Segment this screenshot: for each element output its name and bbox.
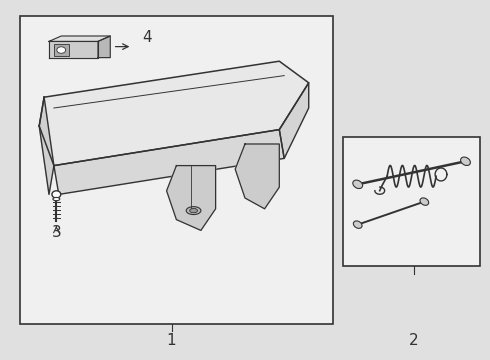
Ellipse shape <box>186 207 201 215</box>
Polygon shape <box>167 166 216 230</box>
Polygon shape <box>98 36 110 58</box>
Ellipse shape <box>353 180 363 189</box>
Ellipse shape <box>52 191 61 198</box>
Polygon shape <box>49 36 110 41</box>
Ellipse shape <box>461 157 470 166</box>
Polygon shape <box>54 130 284 194</box>
Ellipse shape <box>53 197 60 201</box>
Polygon shape <box>235 144 279 209</box>
Text: 3: 3 <box>51 225 61 240</box>
Polygon shape <box>39 97 54 194</box>
Text: 4: 4 <box>142 30 152 45</box>
Ellipse shape <box>420 198 429 205</box>
Bar <box>20 16 333 324</box>
Ellipse shape <box>353 221 362 228</box>
Bar <box>343 137 480 266</box>
Text: 2: 2 <box>409 333 419 348</box>
Polygon shape <box>39 61 309 166</box>
Polygon shape <box>279 83 309 158</box>
Polygon shape <box>49 41 98 58</box>
Circle shape <box>57 47 66 53</box>
Ellipse shape <box>190 208 197 213</box>
Text: 1: 1 <box>167 333 176 348</box>
Bar <box>54 44 69 56</box>
